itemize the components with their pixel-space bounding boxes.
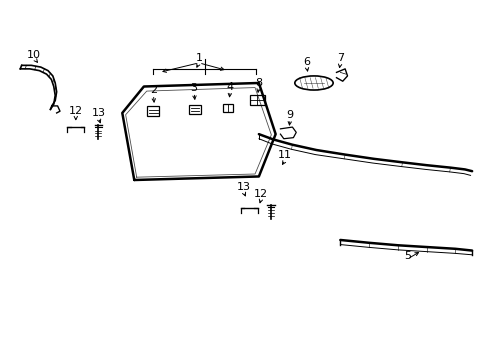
Text: 12: 12 — [69, 106, 82, 116]
Text: 4: 4 — [226, 81, 233, 91]
Text: 5: 5 — [403, 251, 410, 261]
Text: 13: 13 — [91, 108, 105, 118]
Text: 13: 13 — [236, 182, 250, 192]
Text: 10: 10 — [26, 50, 41, 60]
Bar — [223, 104, 232, 112]
Bar — [189, 104, 201, 114]
Text: 11: 11 — [278, 150, 292, 160]
Text: 6: 6 — [303, 57, 310, 67]
Text: 3: 3 — [190, 83, 197, 93]
Text: 7: 7 — [336, 53, 343, 63]
Text: 8: 8 — [255, 78, 262, 88]
Text: 9: 9 — [286, 110, 293, 120]
Text: 1: 1 — [195, 53, 202, 63]
Bar — [250, 95, 264, 104]
Text: 12: 12 — [254, 189, 268, 199]
Text: 2: 2 — [150, 85, 157, 95]
Bar — [147, 106, 159, 116]
